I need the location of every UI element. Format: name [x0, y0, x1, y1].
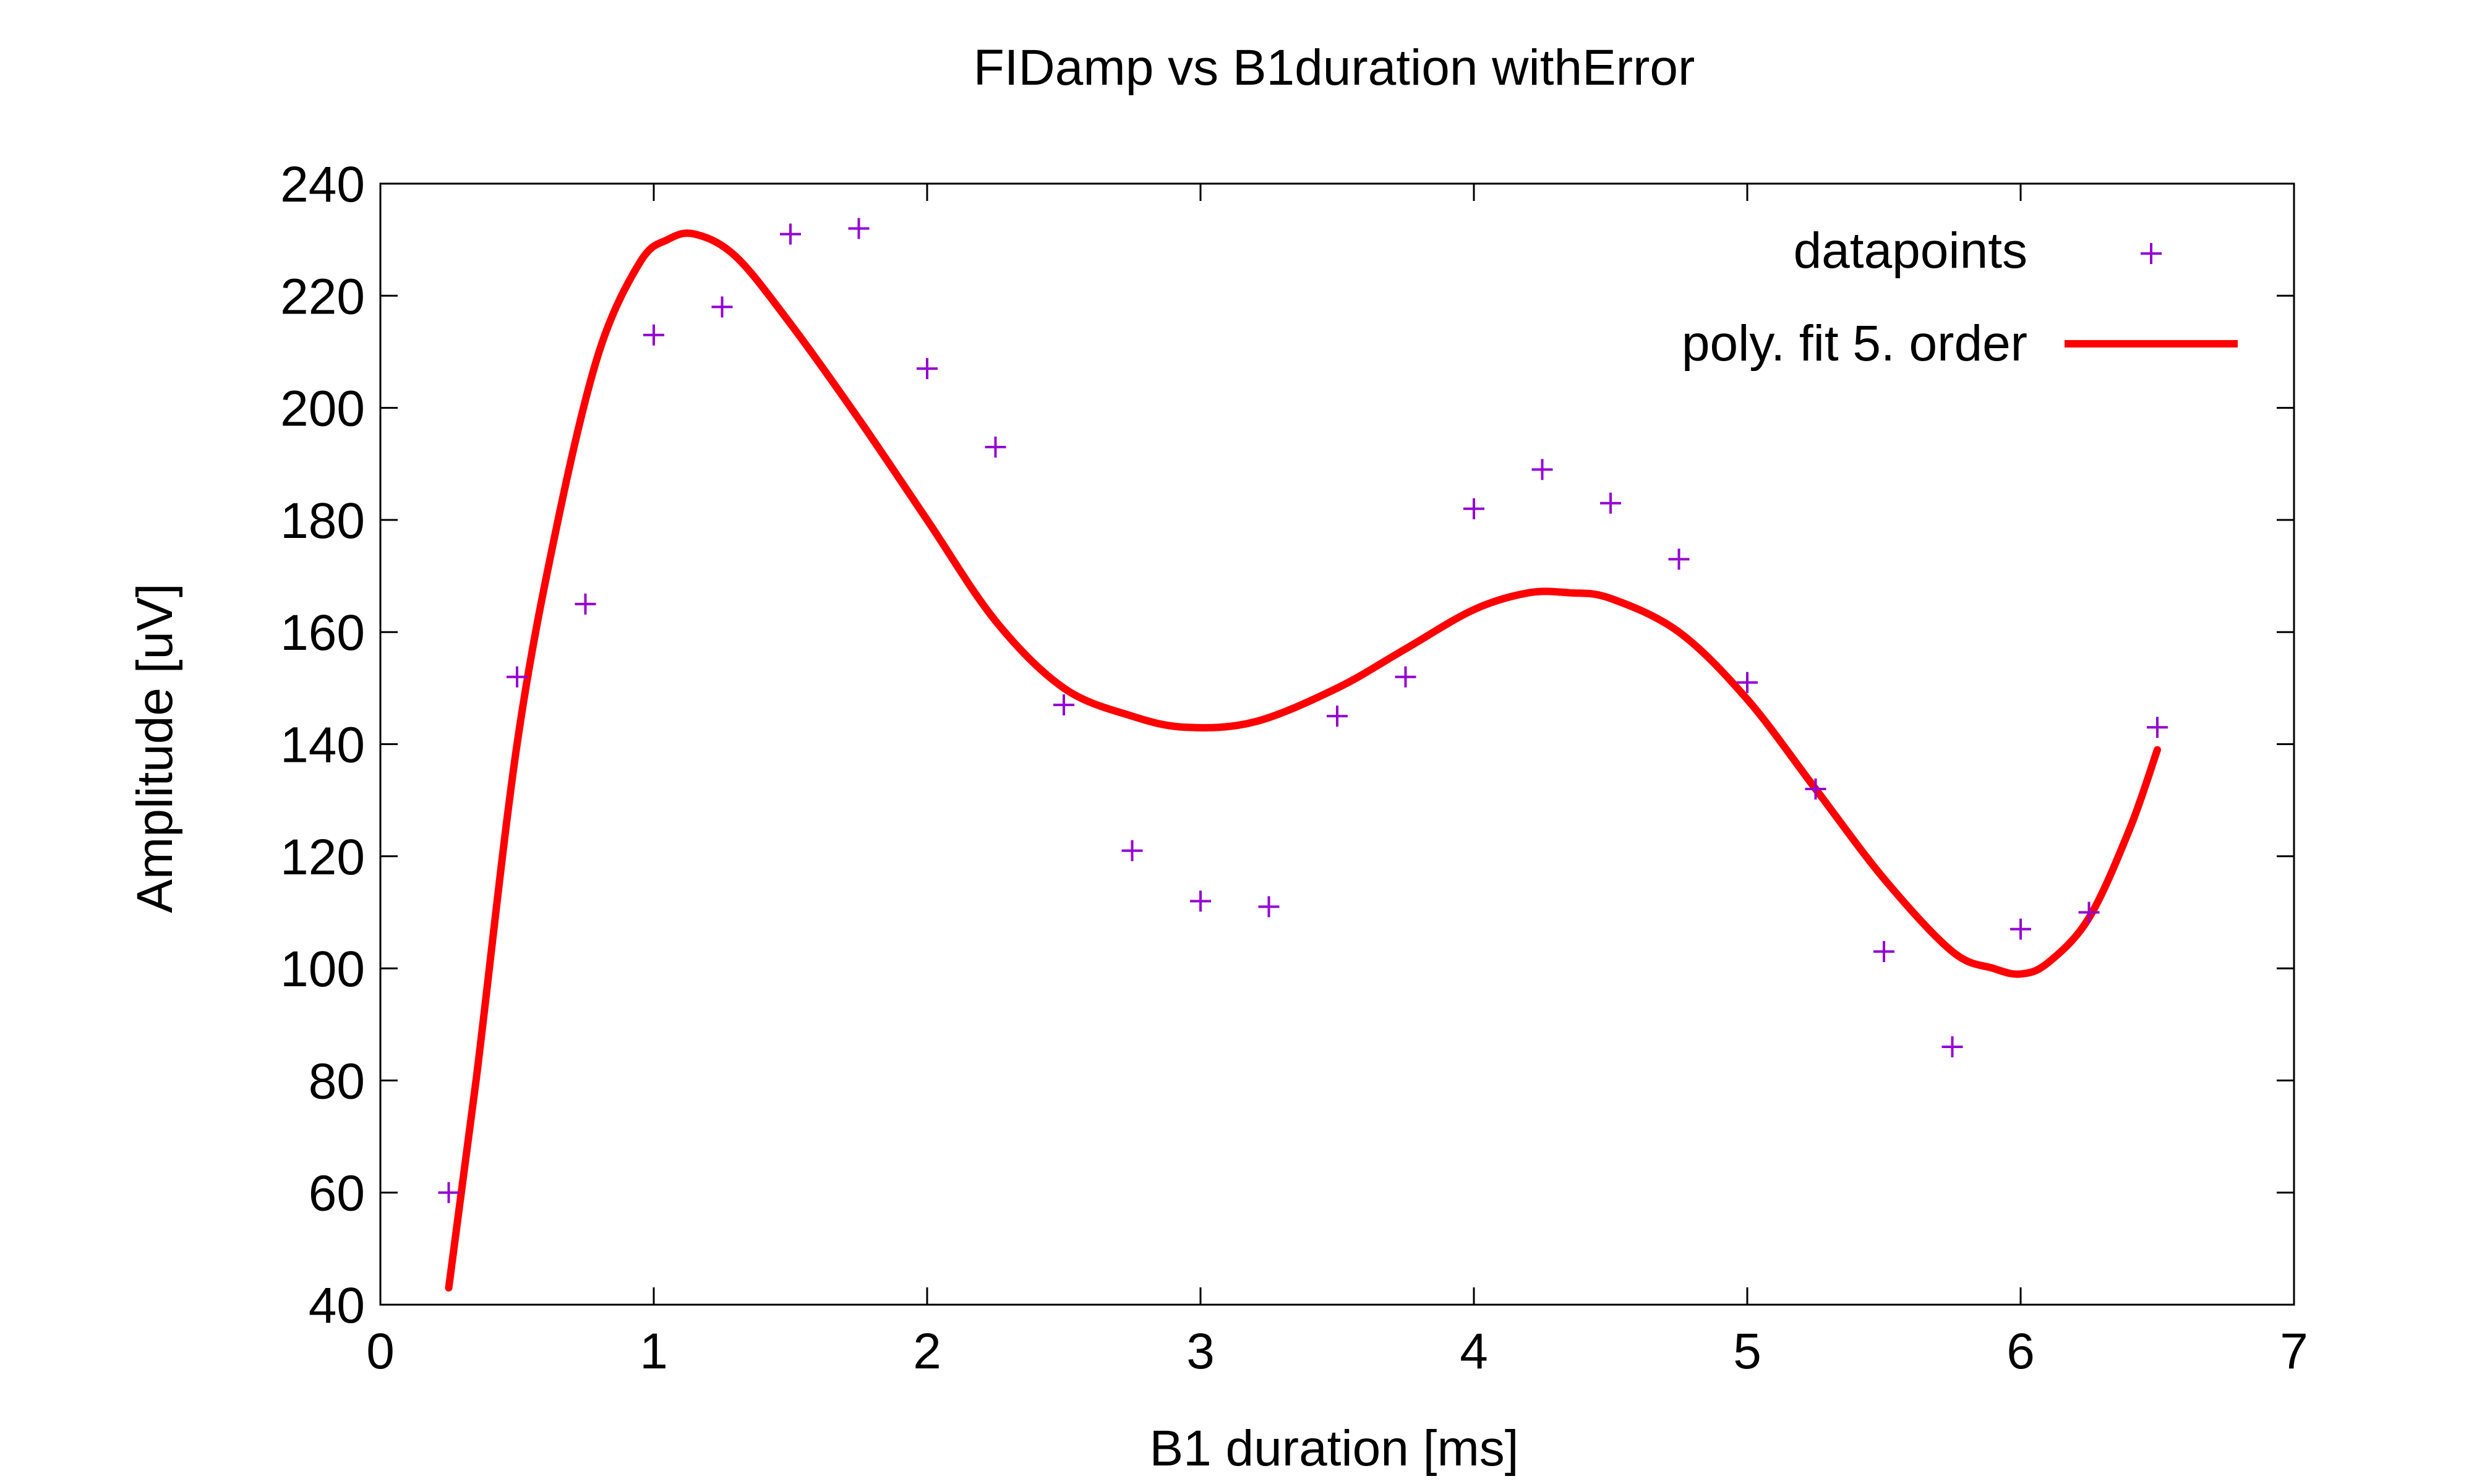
chart-title: FIDamp vs B1duration withError [974, 40, 1695, 96]
x-tick-label: 3 [1186, 1323, 1215, 1380]
data-point [1873, 940, 1894, 962]
data-point [1737, 672, 1758, 693]
legend: datapoints poly. fit 5. order [1682, 223, 2238, 372]
x-tick-label: 5 [1733, 1323, 1761, 1380]
data-point [1121, 840, 1143, 861]
x-tick-label: 6 [2006, 1323, 2035, 1380]
x-tick-label: 0 [366, 1323, 395, 1380]
data-point [2147, 717, 2168, 738]
data-point [1941, 1036, 1963, 1058]
x-tick-label: 2 [913, 1323, 941, 1380]
data-point [1327, 706, 1348, 727]
data-point [1053, 694, 1074, 716]
data-point [1600, 492, 1621, 514]
y-tick-label: 40 [309, 1277, 365, 1334]
data-point [1395, 666, 1416, 688]
y-tick-label: 240 [280, 156, 365, 213]
data-point [1258, 896, 1280, 918]
y-tick-label: 120 [280, 829, 365, 885]
y-tick-label: 220 [280, 268, 365, 325]
x-axis: 0 1 2 3 4 5 6 7 [366, 184, 2308, 1380]
data-point [848, 218, 870, 239]
y-axis: 40 60 80 100 120 140 160 180 200 220 240 [280, 156, 2294, 1334]
data-point [507, 666, 528, 688]
y-tick-label: 60 [309, 1166, 365, 1222]
data-point [985, 437, 1006, 458]
data-point [643, 324, 664, 346]
x-tick-label: 4 [1460, 1323, 1488, 1380]
y-tick-label: 100 [280, 941, 365, 997]
data-point [1668, 548, 1690, 570]
x-tick-label: 7 [2280, 1323, 2308, 1380]
legend-marker-datapoints [2141, 243, 2162, 264]
legend-label-fit: poly. fit 5. order [1682, 315, 2027, 372]
y-tick-label: 180 [280, 493, 365, 549]
fit-curve [445, 229, 2161, 1292]
data-point [438, 1182, 460, 1203]
data-point [2078, 902, 2100, 923]
y-tick-label: 160 [280, 605, 365, 661]
legend-label-datapoints: datapoints [1794, 223, 2027, 279]
data-point [1805, 778, 1826, 800]
y-tick-label: 140 [280, 717, 365, 774]
data-point [780, 223, 801, 245]
fit-series [445, 229, 2161, 1292]
y-axis-label: Amplitude [uV] [127, 583, 183, 913]
datapoints-series [438, 218, 2168, 1203]
x-axis-label: B1 duration [ms] [1149, 1420, 1518, 1477]
x-tick-label: 1 [640, 1323, 668, 1380]
data-point [2010, 918, 2031, 940]
data-point [1463, 498, 1484, 519]
data-point [575, 593, 596, 615]
data-point [1531, 459, 1553, 480]
data-point [711, 296, 733, 318]
y-tick-label: 80 [309, 1053, 365, 1109]
y-tick-label: 200 [280, 381, 365, 437]
data-point [917, 358, 938, 380]
data-point [1190, 890, 1211, 912]
